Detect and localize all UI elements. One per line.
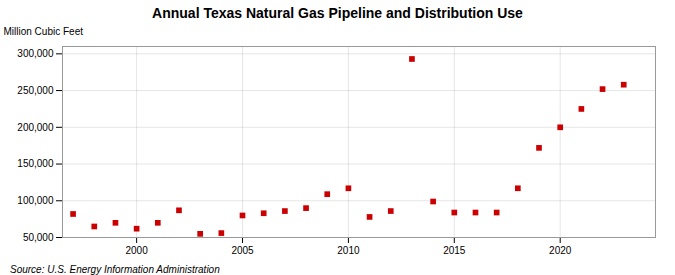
svg-text:2020: 2020	[549, 245, 572, 256]
svg-text:2010: 2010	[337, 245, 360, 256]
svg-text:2015: 2015	[443, 245, 466, 256]
svg-text:2000: 2000	[126, 245, 149, 256]
svg-text:250,000: 250,000	[17, 85, 54, 96]
svg-text:150,000: 150,000	[17, 158, 54, 169]
svg-text:2005: 2005	[231, 245, 254, 256]
svg-text:100,000: 100,000	[17, 195, 54, 206]
html-text:Annual Texas Natural Gas Pipel: Annual Texas Natural Gas Pipeline and Di…	[152, 5, 523, 21]
svg-text:50,000: 50,000	[23, 232, 54, 243]
svg-text:300,000: 300,000	[17, 48, 54, 59]
svg-text:Million Cubic Feet: Million Cubic Feet	[4, 26, 84, 37]
svg-text:200,000: 200,000	[17, 122, 54, 133]
html-text:Source: U.S. Energy Informatio: Source: U.S. Energy Information Administ…	[10, 264, 220, 275]
